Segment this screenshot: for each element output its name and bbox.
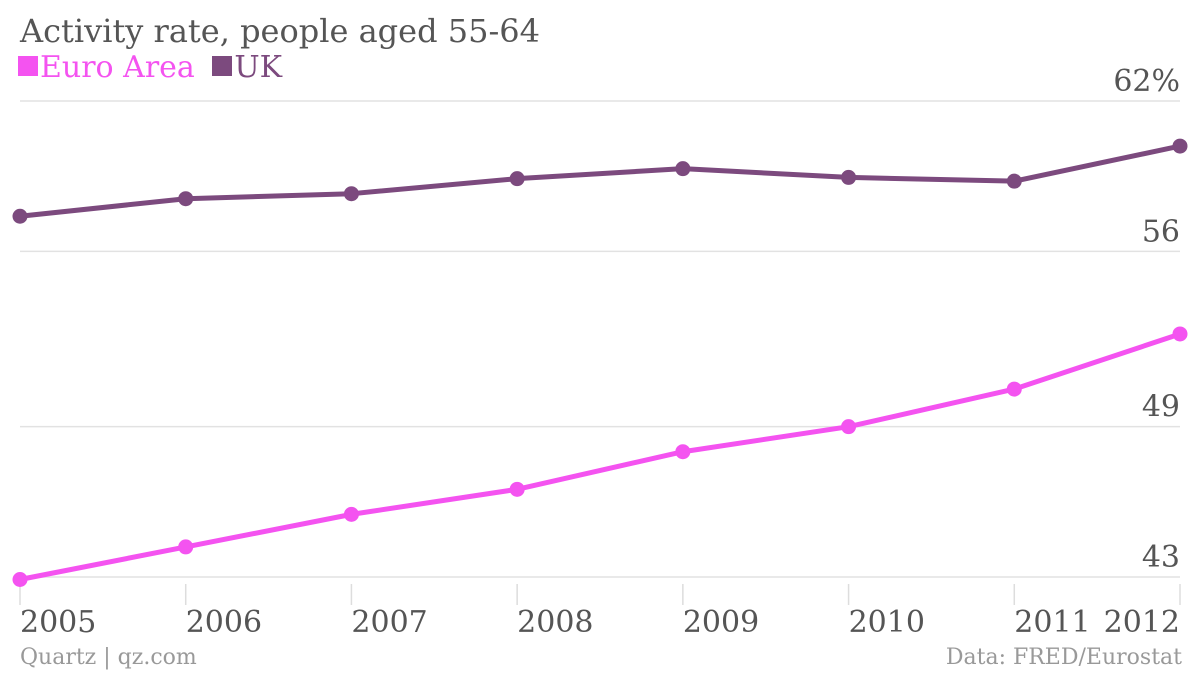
data-point-euro-area-2005 [12,572,28,588]
x-tick-label-2005: 2005 [20,605,96,640]
y-tick-label-56: 56 [1142,214,1180,249]
y-tick-label-49: 49 [1142,390,1180,425]
y-tick-label-43: 43 [1142,540,1180,575]
data-point-euro-area-2011 [1006,381,1022,397]
data-point-euro-area-2006 [178,539,194,555]
x-tick-label-2010: 2010 [849,605,925,640]
credit-text: Quartz | qz.com [20,645,197,670]
x-tick-label-2009: 2009 [683,605,759,640]
data-point-uk-2005 [12,208,28,224]
legend-swatch-uk [212,56,233,76]
source-text: Data: FRED/Eurostat [945,645,1182,670]
data-point-euro-area-2009 [675,444,691,460]
legend: Euro Area UK [18,50,290,86]
data-point-uk-2012 [1172,138,1188,154]
legend-item-uk: UK [212,50,282,86]
legend-label-uk: UK [234,50,283,85]
legend-label-euro-area: Euro Area [40,50,195,85]
x-tick-label-2008: 2008 [517,605,593,640]
data-point-euro-area-2010 [841,419,857,435]
data-point-uk-2011 [1006,173,1022,189]
series-line-uk [17,143,1183,219]
data-point-euro-area-2012 [1172,326,1188,342]
data-point-euro-area-2008 [509,481,525,497]
data-point-uk-2006 [178,191,194,207]
data-point-euro-area-2007 [343,506,359,522]
data-point-uk-2008 [509,171,525,187]
series-line-euro-area [17,331,1183,583]
x-tick-label-2007: 2007 [351,605,427,640]
data-point-uk-2009 [675,161,691,177]
x-tick-label-2006: 2006 [186,605,262,640]
chart-title: Activity rate, people aged 55-64 [20,12,540,50]
legend-item-euro-area: Euro Area [18,50,195,86]
legend-swatch-euro-area [18,56,38,76]
data-point-uk-2010 [841,169,857,185]
x-tick-label-2011: 2011 [1014,605,1090,640]
data-point-uk-2007 [343,186,359,202]
y-tick-label-62: 62% [1113,64,1180,99]
x-tick-label-2012: 2012 [1104,605,1180,640]
